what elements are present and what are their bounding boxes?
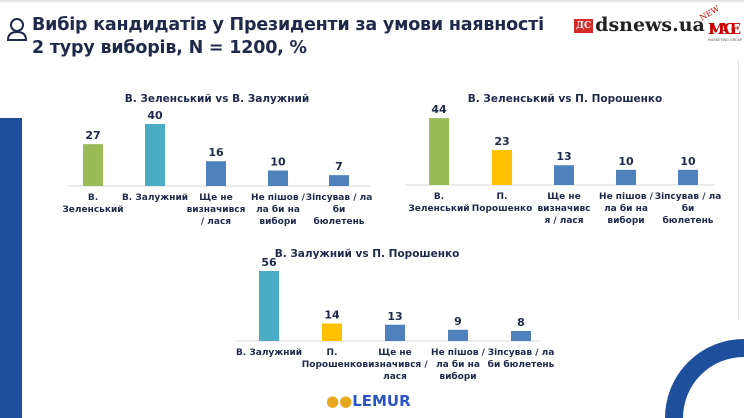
category-label: В. Зеленський [62, 193, 123, 215]
chart-title: В. Залужний vs П. Порошенко [275, 248, 460, 260]
category-label: П. Порошенко [472, 192, 533, 214]
category-label: В. Залужний [122, 193, 188, 203]
chart-title: В. Зеленський vs П. Порошенко [468, 93, 662, 105]
category-label: Зіпсував / ла би бюлетень [488, 347, 555, 370]
right-divider [738, 60, 739, 320]
svg-text:IMAGE: IMAGE [708, 20, 741, 38]
lemur-logo: ●●LEMUR [326, 392, 411, 410]
bar [329, 175, 349, 186]
bar [616, 169, 636, 185]
bar [268, 170, 288, 186]
decorative-bar [0, 118, 22, 418]
bar [554, 165, 574, 185]
category-label: Не пішов / ла би на вибори [431, 347, 486, 382]
category-label: Не пішов / ла би на вибори [251, 192, 306, 227]
data-label: 10 [270, 156, 286, 169]
bar [385, 324, 405, 341]
bar-chart-2: В. Зеленський vs П. Порошенко 44 В. Зеленсь… [405, 93, 721, 226]
chart-title: В. Зеленський vs В. Залужний [125, 93, 310, 105]
bar [492, 150, 512, 185]
data-label: 8 [517, 316, 525, 329]
bar [145, 124, 165, 186]
data-label: 9 [454, 315, 462, 328]
category-label: Зіпсував / ла би бюлетень [655, 191, 722, 226]
bar [678, 169, 698, 185]
bar-chart-1: В. Зеленський vs В. Залужний 27 В. Зеленськ… [62, 93, 372, 227]
category-label: Зіпсував / ла би бюлетень [306, 192, 373, 227]
data-label: 40 [147, 109, 163, 122]
data-label: 16 [208, 146, 224, 159]
bar [322, 323, 342, 341]
bar [448, 329, 468, 341]
bar [206, 161, 226, 186]
data-label: 13 [556, 150, 571, 163]
category-label: В. Залужний [236, 348, 302, 358]
bar [429, 118, 449, 185]
dsnews-logo: ДС dsnews.ua [574, 14, 705, 36]
svg-text:MARKETING GROUP: MARKETING GROUP [708, 38, 742, 42]
category-label: Ще не визначивс я / лася [537, 192, 590, 226]
data-label: 23 [494, 135, 509, 148]
top-divider [0, 0, 744, 2]
person-icon [6, 18, 28, 41]
bar [259, 271, 279, 341]
category-label: В. Зеленський [408, 192, 469, 214]
category-label: Ще не визначився / лася [187, 193, 246, 227]
data-label: 13 [387, 310, 402, 323]
category-label: П. Порошенко [302, 348, 363, 370]
data-label: 44 [431, 103, 447, 116]
category-label: Не пішов / ла би на вибори [599, 191, 654, 226]
data-label: 56 [261, 256, 277, 269]
bar [511, 331, 531, 341]
decorative-arc [665, 339, 744, 418]
page-title: Вибір кандидатів у Президенти за умови н… [32, 15, 544, 58]
data-label: 10 [680, 155, 696, 168]
data-label: 27 [85, 129, 100, 142]
data-label: 7 [335, 160, 343, 173]
category-label: Ще не визначився / лася [362, 348, 428, 382]
data-label: 14 [324, 309, 340, 322]
data-label: 10 [618, 155, 634, 168]
bar [83, 144, 103, 186]
